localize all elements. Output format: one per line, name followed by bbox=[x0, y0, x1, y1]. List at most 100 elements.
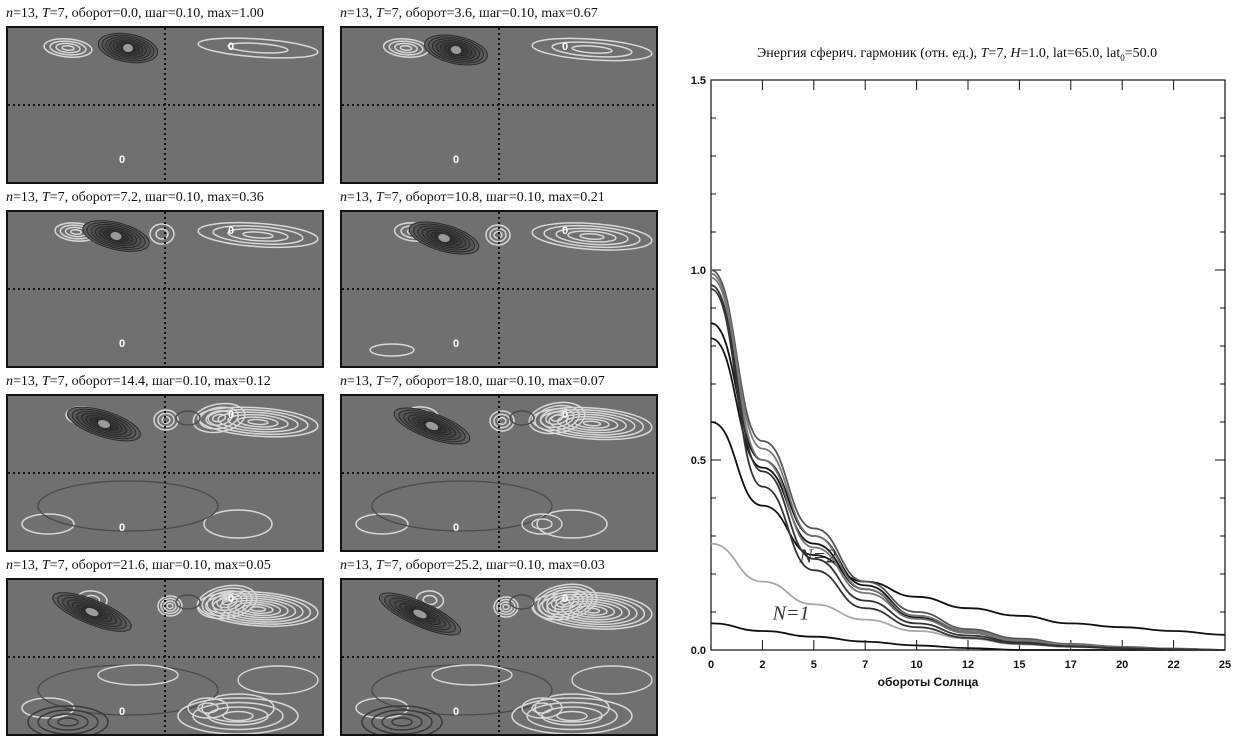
contour-line bbox=[85, 607, 99, 617]
contour-plot bbox=[8, 212, 322, 366]
contour-line bbox=[526, 701, 618, 731]
panel-title: n=13, T=7, оборот=14.4, шаг=0.10, max=0.… bbox=[6, 374, 271, 389]
contour-line bbox=[546, 591, 584, 613]
contour-line bbox=[197, 406, 319, 438]
contour-line bbox=[381, 713, 423, 731]
contour-line bbox=[192, 402, 246, 434]
contour-line bbox=[425, 421, 439, 431]
series-label: N=2 bbox=[798, 546, 836, 568]
contour-line bbox=[247, 418, 269, 426]
contour-line bbox=[242, 603, 274, 615]
contour-line bbox=[489, 227, 507, 243]
zero-label: 0 bbox=[562, 225, 569, 237]
y-tick-label: 1.0 bbox=[691, 265, 706, 277]
contour-line bbox=[567, 230, 617, 243]
contour-line bbox=[541, 706, 603, 726]
contour-line bbox=[537, 586, 593, 618]
zero-label: 0 bbox=[119, 522, 126, 534]
contour-line bbox=[21, 513, 75, 535]
contour-line bbox=[237, 416, 279, 428]
contour-line bbox=[509, 410, 535, 426]
contour-line bbox=[196, 584, 258, 620]
zero-label: 0 bbox=[453, 706, 460, 718]
y-tick-label: 0.5 bbox=[691, 455, 706, 467]
x-tick-label: 17 bbox=[1065, 659, 1077, 671]
contour-line bbox=[539, 407, 575, 429]
x-tick-label: 7 bbox=[862, 659, 868, 671]
zero-label: 0 bbox=[453, 522, 460, 534]
panel-title: n=13, T=7, оборот=18.0, шаг=0.10, max=0.… bbox=[340, 374, 605, 389]
contour-line bbox=[399, 44, 413, 52]
series-line bbox=[710, 284, 1226, 651]
contour-line bbox=[582, 420, 602, 427]
contour-line bbox=[155, 228, 169, 240]
chart-title-text: Энергия сферич. гармоник (отн. ед.), bbox=[757, 46, 981, 61]
contour-line bbox=[57, 717, 79, 727]
contour-line bbox=[550, 593, 580, 611]
contour-line bbox=[227, 228, 289, 242]
contour-line bbox=[70, 228, 82, 236]
contour-line bbox=[197, 702, 219, 714]
contour-line bbox=[217, 411, 299, 433]
x-tick-label: 2 bbox=[759, 659, 765, 671]
x-tick-label: 10 bbox=[910, 659, 922, 671]
x-tick-label: 5 bbox=[811, 659, 817, 671]
contour-line bbox=[571, 665, 653, 695]
contour-line bbox=[369, 343, 415, 357]
contour-line bbox=[97, 419, 111, 429]
contour-line bbox=[55, 42, 81, 54]
contour-line bbox=[521, 513, 563, 535]
contour-line bbox=[561, 600, 623, 621]
contour-line bbox=[543, 224, 641, 249]
contour-line bbox=[43, 38, 93, 58]
x-axis-label: обороты Солнца bbox=[878, 675, 979, 689]
panel-title: n=13, T=7, оборот=3.6, шаг=0.10, max=0.6… bbox=[340, 6, 598, 21]
contour-plot bbox=[8, 28, 322, 182]
contour-line bbox=[204, 593, 312, 625]
contour-line bbox=[211, 413, 227, 423]
contour-line bbox=[61, 44, 75, 52]
contour-line bbox=[355, 513, 409, 535]
contour-line bbox=[438, 234, 450, 242]
contour-plot bbox=[342, 580, 656, 734]
contour-line bbox=[576, 605, 608, 616]
contour-line bbox=[47, 713, 89, 731]
contour-line bbox=[502, 603, 510, 611]
contour-line bbox=[493, 596, 519, 618]
chart-title: Энергия сферич. гармоник (отн. ед.), T=7… bbox=[757, 46, 1158, 63]
contour-line bbox=[565, 415, 619, 432]
contour-line bbox=[242, 231, 274, 239]
contour-line bbox=[166, 602, 174, 610]
contour-line bbox=[536, 509, 608, 539]
x-tick-label: 20 bbox=[1116, 659, 1128, 671]
contour-line bbox=[531, 222, 653, 251]
zero-label: 0 bbox=[562, 409, 569, 421]
contour-line bbox=[203, 509, 273, 539]
contour-plot bbox=[342, 212, 656, 366]
contour-line bbox=[450, 46, 462, 54]
contour-line bbox=[391, 717, 413, 727]
zero-label: 0 bbox=[562, 593, 569, 605]
x-tick-label: 22 bbox=[1167, 659, 1179, 671]
series-line bbox=[710, 622, 1225, 651]
contour-line bbox=[211, 592, 243, 612]
contour-line bbox=[227, 42, 289, 54]
contour-line bbox=[97, 664, 179, 686]
contour-line bbox=[216, 595, 238, 609]
contour-line bbox=[175, 410, 201, 426]
contour-plot bbox=[342, 396, 656, 550]
contour-line bbox=[548, 411, 636, 436]
contour-line bbox=[227, 413, 289, 431]
contour-line bbox=[394, 42, 418, 54]
series-label: N=1 bbox=[772, 603, 810, 625]
contour-line bbox=[157, 595, 183, 617]
contour-line bbox=[388, 40, 424, 56]
contour-line bbox=[532, 583, 598, 621]
contour-line bbox=[157, 412, 175, 428]
